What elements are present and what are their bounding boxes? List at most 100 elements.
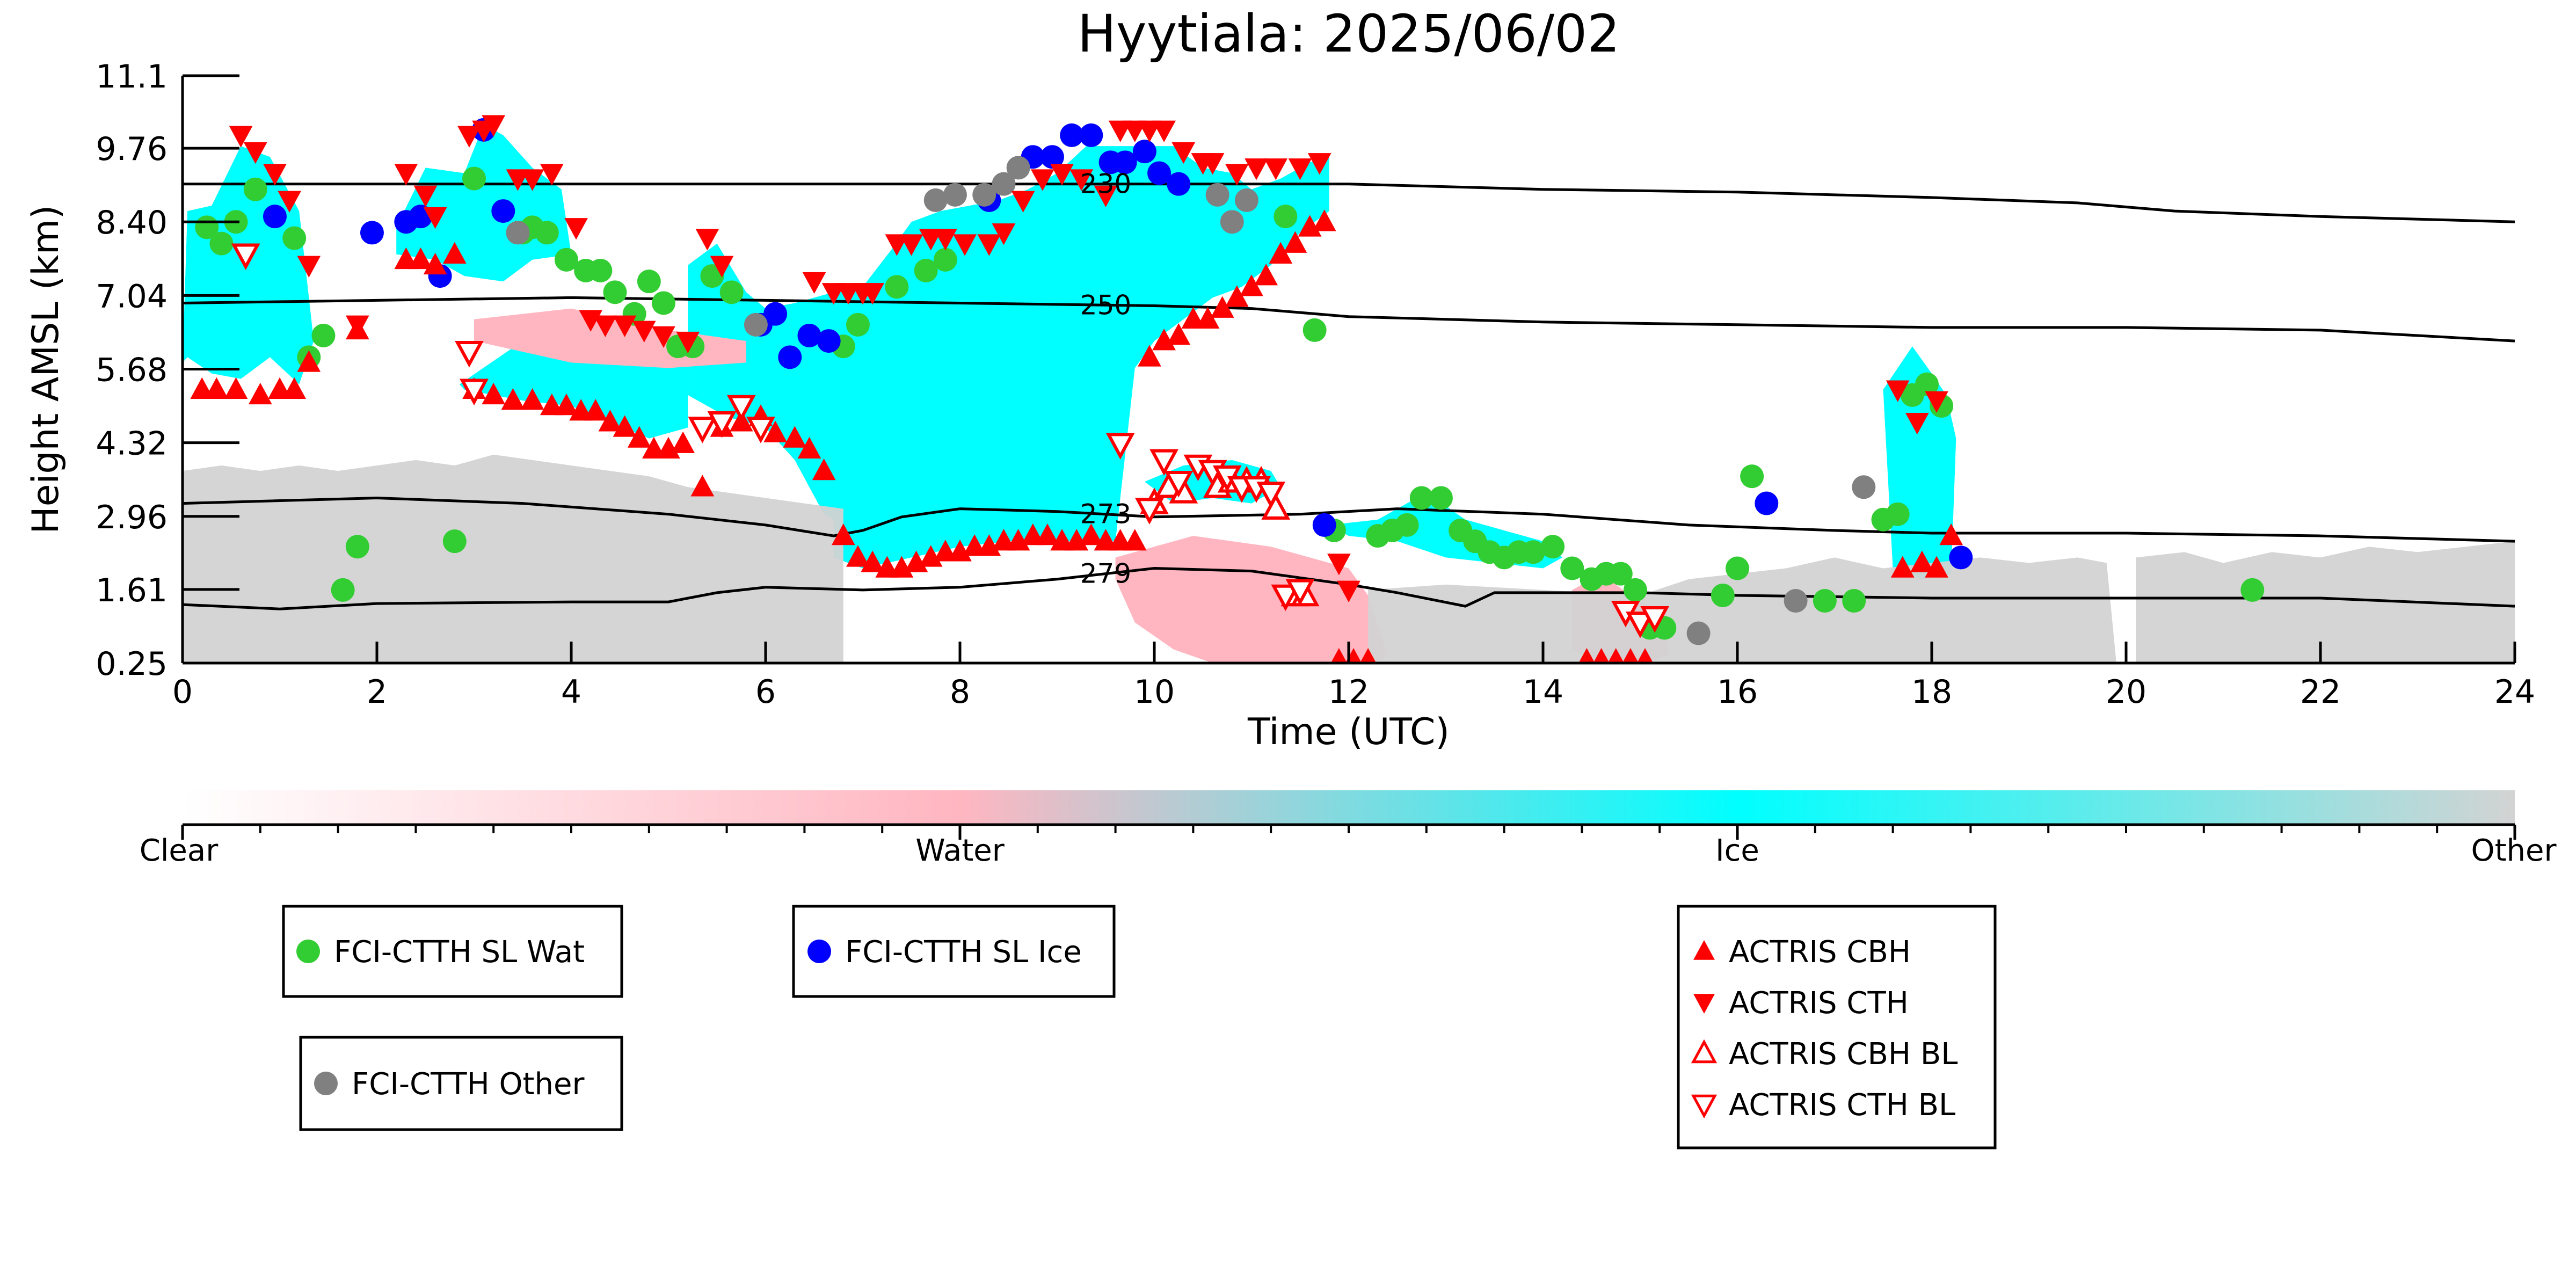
marker-actris-cth [992, 223, 1016, 245]
x-tick-label: 10 [1134, 673, 1175, 711]
marker-actris-cbh [1079, 523, 1103, 545]
legend-marker-sl-ice [807, 940, 831, 963]
marker-actris-cbh [1593, 647, 1610, 663]
marker-actris-cth [1245, 158, 1268, 180]
marker-actris-cbh [297, 350, 321, 372]
marker-actris-cth [613, 315, 637, 337]
marker-fci-ctth-sl-wat [1915, 372, 1939, 396]
marker-fci-ctth-sl-wat [1813, 589, 1837, 613]
cloud-region-ice-4 [833, 146, 1329, 569]
marker-fci-ctth-sl-wat [651, 291, 675, 315]
marker-actris-cbh [613, 415, 637, 437]
marker-actris-cth [457, 126, 481, 148]
isotherm-label-250: 250 [1080, 289, 1131, 321]
marker-actris-cbh [1283, 231, 1307, 253]
plot-area [183, 115, 2515, 663]
marker-actris-cbh [797, 436, 821, 459]
marker-fci-ctth-sl-wat [1409, 486, 1433, 510]
marker-actris-cbh [1636, 647, 1654, 663]
marker-fci-ctth-other [744, 312, 768, 337]
marker-actris-cth [579, 310, 603, 332]
marker-actris-cth [1171, 142, 1196, 164]
marker-fci-ctth-sl-wat [1609, 562, 1633, 586]
marker-layer [190, 115, 2265, 663]
marker-fci-ctth-sl-wat [719, 280, 744, 304]
marker-actris-cth [345, 315, 369, 337]
marker-fci-ctth-sl-wat [462, 166, 486, 191]
legend-label-sl-ice: FCI-CTTH SL Ice [845, 935, 1082, 970]
marker-actris-cth [243, 142, 267, 164]
marker-actris-cth [1152, 120, 1176, 142]
marker-fci-ctth-sl-wat [1740, 464, 1764, 489]
marker-fci-ctth-sl-wat [885, 275, 909, 299]
marker-fci-ctth-other [1220, 210, 1244, 234]
colorbar-label-water: Water [915, 833, 1005, 868]
marker-fci-ctth-other [1686, 621, 1711, 645]
marker-fci-ctth-sl-ice [491, 199, 515, 223]
marker-actris-cbh [1152, 329, 1176, 351]
marker-actris-cth [229, 126, 253, 148]
marker-actris-cth [652, 326, 675, 348]
isotherm-label-279: 279 [1080, 558, 1131, 590]
marker-actris-cbh [948, 540, 972, 562]
marker-actris-cbh [520, 388, 544, 410]
marker-fci-ctth-sl-ice [1079, 123, 1103, 147]
y-tick-label: 0.25 [96, 645, 168, 683]
marker-actris-cbh [690, 475, 715, 497]
marker-fci-ctth-sl-ice [1949, 545, 1973, 570]
marker-actris-cth [1327, 554, 1351, 576]
marker-actris-cbh [555, 394, 578, 416]
legend-marker-actris-cbh-bl [1691, 1039, 1718, 1064]
marker-actris-cbh [584, 399, 608, 421]
marker-fci-ctth-sl-ice [360, 221, 384, 245]
marker-fci-ctth-sl-wat [243, 177, 267, 201]
y-tick-label: 7.04 [96, 278, 168, 315]
marker-fci-ctth-sl-wat [1541, 535, 1565, 559]
marker-fci-ctth-sl-ice [778, 345, 802, 369]
marker-fci-ctth-sl-ice [763, 302, 788, 326]
marker-actris-cbh [1254, 264, 1278, 286]
marker-actris-cbh [501, 388, 525, 410]
marker-fci-ctth-sl-wat [311, 323, 336, 347]
marker-fci-ctth-sl-wat [637, 270, 661, 294]
marker-actris-cbh [1036, 523, 1059, 545]
marker-fci-ctth-sl-ice [1755, 491, 1779, 515]
marker-actris-cbh [977, 534, 1001, 556]
marker-actris-cth-bl [1149, 449, 1178, 476]
x-axis-label: Time (UTC) [1247, 711, 1450, 753]
colorbar-ticks [181, 823, 2516, 840]
marker-actris-cth [423, 207, 447, 229]
legend-marker-actris-cth-bl [1691, 1094, 1718, 1119]
marker-actris-cbh [282, 377, 306, 399]
x-tick-label: 2 [367, 673, 387, 711]
marker-actris-cbh [409, 247, 433, 270]
marker-actris-cth [1031, 169, 1054, 191]
marker-actris-cbh [657, 436, 680, 459]
marker-actris-cth [540, 164, 564, 186]
marker-fci-ctth-sl-wat [1395, 513, 1419, 537]
marker-actris-cth-bl [1105, 433, 1135, 460]
colorbar-label-clear: Clear [140, 833, 219, 868]
marker-actris-cbh [846, 545, 870, 567]
marker-actris-cbh [1240, 274, 1263, 296]
marker-actris-cbh [598, 410, 622, 432]
marker-actris-cth-bl [1626, 612, 1655, 638]
marker-fci-ctth-sl-wat [1711, 583, 1735, 607]
marker-fci-ctth-other [1234, 188, 1258, 212]
marker-actris-cth [413, 185, 438, 207]
marker-actris-cth [1225, 164, 1249, 186]
marker-actris-cbh [904, 550, 928, 572]
marker-actris-cbh [224, 377, 248, 399]
marker-fci-ctth-sl-ice [797, 323, 821, 347]
marker-actris-cbh [890, 556, 914, 578]
marker-fci-ctth-sl-wat [1886, 502, 1910, 526]
marker-actris-cth [977, 234, 1001, 256]
marker-actris-cbh [1578, 647, 1595, 663]
cloud-region-water-8 [1115, 536, 1388, 663]
marker-actris-cth [1307, 153, 1331, 175]
marker-actris-cbh [423, 252, 447, 275]
marker-fci-ctth-sl-wat [209, 231, 234, 256]
marker-actris-cth [861, 283, 884, 305]
marker-actris-cth [564, 218, 588, 240]
